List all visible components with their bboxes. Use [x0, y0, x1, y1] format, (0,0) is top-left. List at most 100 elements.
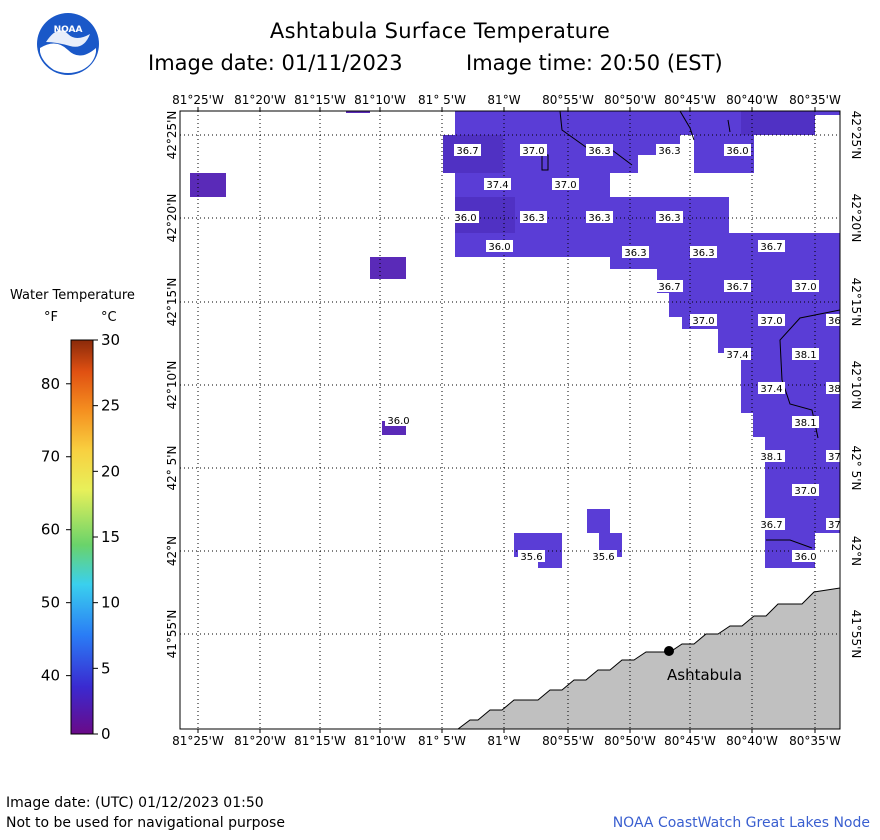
lat-label-left-1: 42°20'N — [165, 194, 179, 243]
lon-label-top-2: 81°15'W — [294, 93, 346, 107]
lat-label-left-4: 42° 5'N — [165, 446, 179, 491]
legend-f-tick-1: 70 — [41, 448, 60, 466]
map-border — [179, 110, 841, 730]
temperature-label-29: 35.6 — [592, 552, 614, 563]
credit-line: NOAA CoastWatch Great Lakes Node — [612, 815, 870, 831]
land-area — [457, 587, 840, 729]
temperature-label-2: 36.3 — [588, 146, 610, 157]
temperature-label-1: 37.0 — [522, 146, 544, 157]
legend-unit-c: °C — [101, 310, 117, 325]
legend-c-tick-5: 5 — [101, 659, 111, 677]
lat-label-right-6: 41°55'N — [849, 610, 863, 659]
city-label: Ashtabula — [667, 666, 742, 684]
temperature-label-15: 36.7 — [658, 282, 680, 293]
temperature-label-23: 38.1 — [794, 418, 816, 429]
temperature-label-13: 36.3 — [692, 248, 714, 259]
lon-label-bottom-3: 81°10'W — [354, 734, 406, 748]
lat-label-right-1: 42°20'N — [849, 194, 863, 243]
legend-c-tick-4: 10 — [101, 594, 120, 612]
legend-f-tick-4: 40 — [41, 667, 60, 685]
temperature-label-edge-0: 36 — [828, 316, 841, 327]
temperature-label-20: 37.4 — [726, 350, 748, 361]
temperature-label-edge-2: 37 — [828, 452, 841, 463]
temperature-label-5: 37.4 — [486, 180, 508, 191]
temperature-label-14: 36.7 — [760, 242, 782, 253]
image-date: Image date: 01/11/2023 — [148, 51, 403, 75]
lat-label-right-4: 42° 5'N — [849, 446, 863, 491]
noaa-logo-text: NOAA — [54, 25, 83, 35]
page-title: Ashtabula Surface Temperature — [269, 19, 611, 43]
lat-label-left-5: 42°N — [165, 536, 179, 566]
legend-title: Water Temperature — [10, 288, 135, 303]
lon-label-bottom-4: 81° 5'W — [418, 734, 466, 748]
lon-label-bottom-0: 81°25'W — [172, 734, 224, 748]
lon-label-top-7: 80°50'W — [604, 93, 656, 107]
lon-label-top-5: 81°W — [487, 93, 520, 107]
legend-f-tick-2: 60 — [41, 521, 60, 539]
lon-label-bottom-8: 80°45'W — [664, 734, 716, 748]
lon-label-bottom-7: 80°50'W — [604, 734, 656, 748]
temperature-label-17: 37.0 — [794, 282, 816, 293]
lon-label-bottom-6: 80°55'W — [542, 734, 594, 748]
temperature-label-11: 36.0 — [488, 242, 510, 253]
image-time: Image time: 20:50 (EST) — [466, 51, 723, 75]
lat-label-right-3: 42°10'N — [849, 361, 863, 410]
lon-label-bottom-10: 80°35'W — [789, 734, 841, 748]
temperature-label-4: 36.0 — [726, 146, 748, 157]
temperature-label-edge-1: 38 — [828, 384, 841, 395]
water-temperature-cells — [190, 111, 840, 568]
lon-label-top-1: 81°20'W — [234, 93, 286, 107]
lon-label-top-4: 81° 5'W — [418, 93, 466, 107]
temperature-label-25: 37.0 — [794, 486, 816, 497]
lon-label-top-10: 80°35'W — [789, 93, 841, 107]
temperature-label-30: 36.0 — [387, 416, 409, 427]
noaa-logo: NOAA — [36, 12, 100, 76]
temperature-label-24: 38.1 — [760, 452, 782, 463]
lon-label-top-0: 81°25'W — [172, 93, 224, 107]
legend-c-tick-1: 25 — [101, 397, 120, 415]
lon-label-top-6: 80°55'W — [542, 93, 594, 107]
lat-label-left-2: 42°15'N — [165, 278, 179, 327]
temperature-label-9: 36.3 — [588, 213, 610, 224]
temperature-label-16: 36.7 — [726, 282, 748, 293]
lon-label-top-9: 80°40'W — [726, 93, 778, 107]
temperature-label-8: 36.3 — [522, 213, 544, 224]
utc-image-date: Image date: (UTC) 01/12/2023 01:50 — [6, 795, 264, 811]
temperature-label-7: 36.0 — [454, 213, 476, 224]
lon-label-top-3: 81°10'W — [354, 93, 406, 107]
temperature-label-26: 36.7 — [760, 520, 782, 531]
temperature-label-edge-3: 37 — [828, 520, 841, 531]
lon-label-bottom-1: 81°20'W — [234, 734, 286, 748]
temperature-label-19: 37.0 — [760, 316, 782, 327]
temperature-label-22: 37.4 — [760, 384, 782, 395]
lat-label-left-3: 42°10'N — [165, 361, 179, 410]
legend-f-tick-0: 80 — [41, 375, 60, 393]
lat-label-right-2: 42°15'N — [849, 278, 863, 327]
legend-c-tick-2: 20 — [101, 462, 120, 480]
temperature-label-28: 35.6 — [520, 552, 542, 563]
lat-label-right-5: 42°N — [849, 536, 863, 566]
temperature-label-12: 36.3 — [624, 248, 646, 259]
temperature-label-10: 36.3 — [658, 213, 680, 224]
temperature-label-18: 37.0 — [692, 316, 714, 327]
lon-label-bottom-5: 81°W — [487, 734, 520, 748]
lon-label-bottom-9: 80°40'W — [726, 734, 778, 748]
lon-label-bottom-2: 81°15'W — [294, 734, 346, 748]
temperature-label-3: 36.3 — [658, 146, 680, 157]
lat-label-left-6: 41°55'N — [165, 610, 179, 659]
lat-label-left-0: 42°25'N — [165, 111, 179, 160]
temperature-label-0: 36.7 — [456, 146, 478, 157]
ashtabula-city-marker — [664, 646, 674, 656]
navigation-disclaimer: Not to be used for navigational purpose — [6, 815, 285, 831]
temperature-label-27: 36.0 — [794, 552, 816, 563]
temperature-label-21: 38.1 — [794, 350, 816, 361]
temperature-label-6: 37.0 — [554, 180, 576, 191]
legend-unit-f: °F — [44, 310, 58, 325]
legend-c-tick-0: 30 — [101, 331, 120, 349]
legend-color-bar — [70, 339, 94, 735]
lat-label-right-0: 42°25'N — [849, 111, 863, 160]
legend-c-tick-6: 0 — [101, 725, 111, 743]
lon-label-top-8: 80°45'W — [664, 93, 716, 107]
legend-f-tick-3: 50 — [41, 594, 60, 612]
